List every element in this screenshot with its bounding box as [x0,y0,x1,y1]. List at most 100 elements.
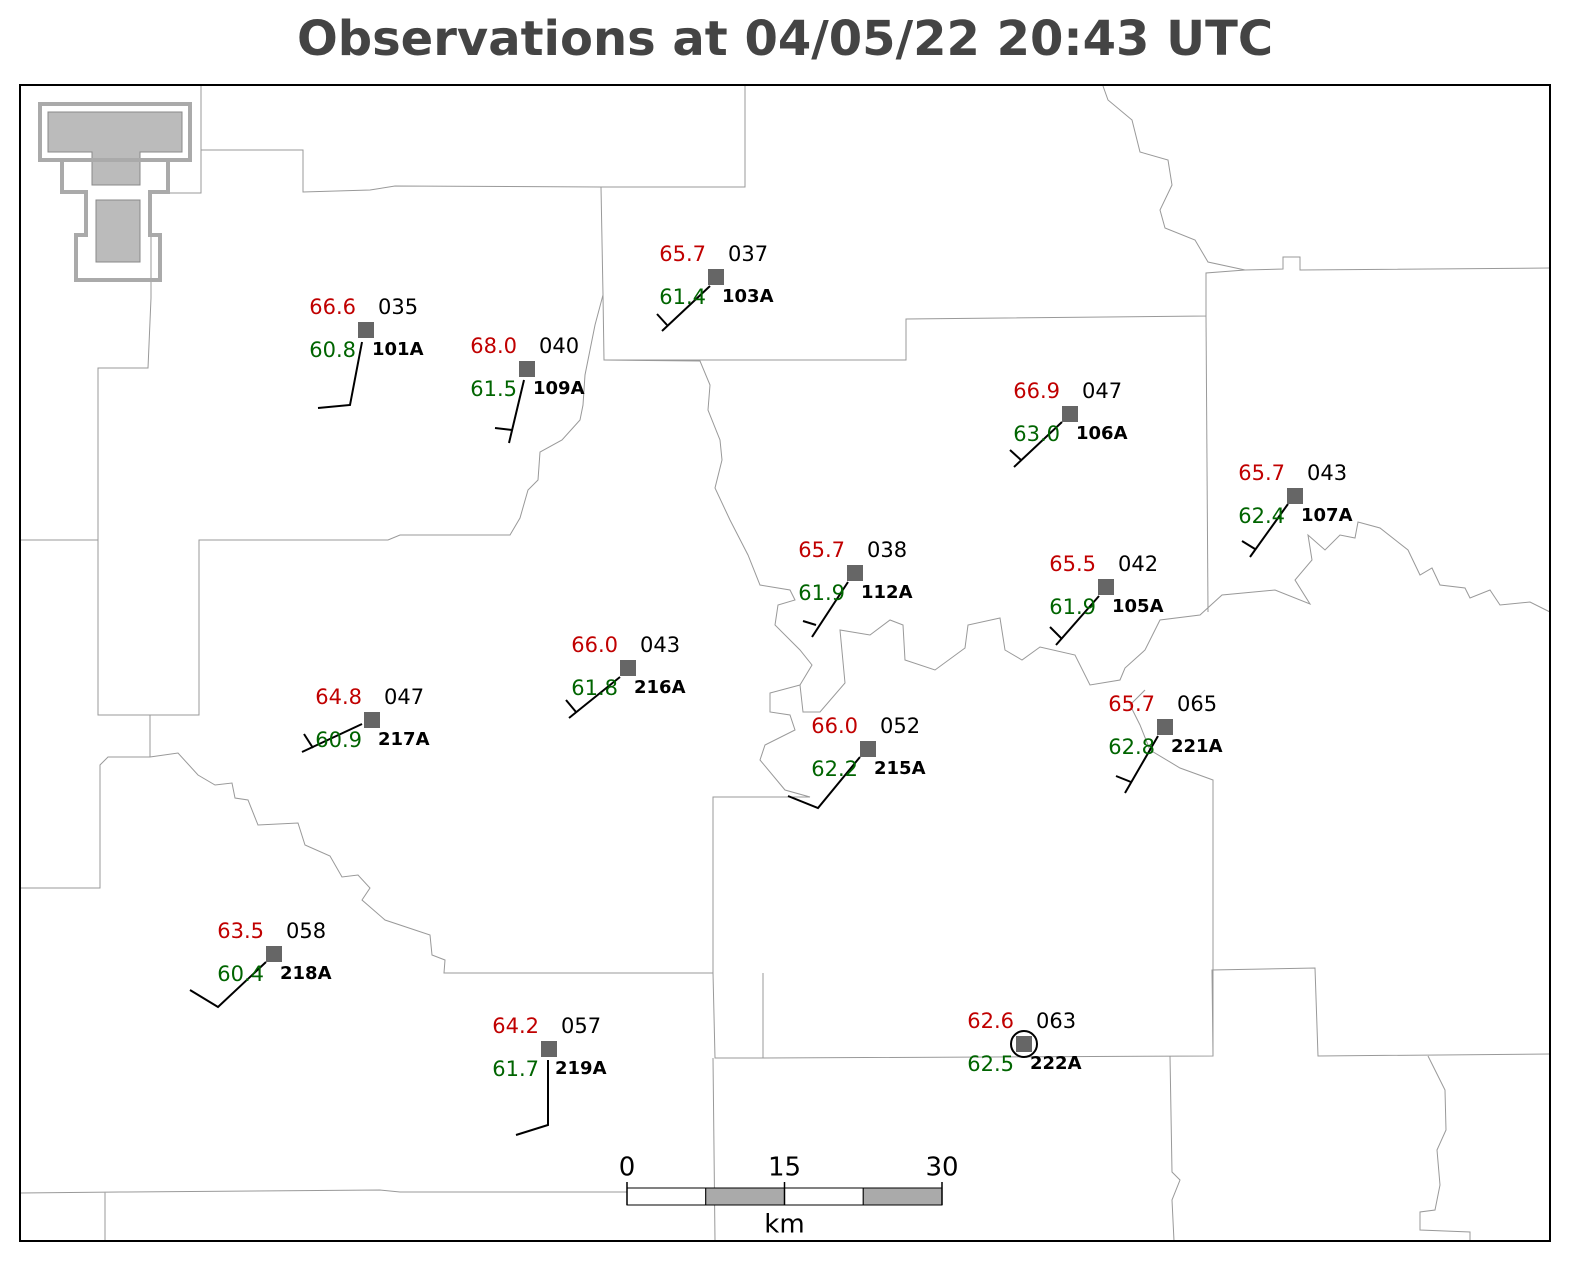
pressure: 043 [1307,461,1347,485]
dewpoint: 61.5 [470,377,517,401]
temperature: 66.0 [811,714,858,738]
station-marker [519,361,535,377]
scale-segment [626,1187,707,1206]
pressure: 042 [1118,552,1158,576]
wind-barb [565,699,577,713]
station-id: 218A [280,963,332,984]
station-id: 221A [1171,736,1223,757]
pressure: 057 [561,1014,601,1038]
temperature: 65.5 [1049,552,1096,576]
wind-barb [1115,775,1132,783]
scale-label: 30 [925,1153,958,1183]
pressure: 043 [640,633,680,657]
station-id: 105A [1112,596,1164,617]
wind-barb [1049,626,1063,640]
pressure: 037 [728,242,768,266]
calm-circle [1010,1030,1038,1058]
dewpoint: 60.8 [309,338,356,362]
station-id: 112A [861,582,913,603]
pressure: 038 [867,538,907,562]
dewpoint: 62.4 [1238,504,1285,528]
station-id: 109A [533,378,585,399]
county-borders [19,85,1551,1242]
temperature: 66.6 [309,295,356,319]
station-id: 101A [372,339,424,360]
temperature: 66.9 [1013,379,1060,403]
dewpoint: 61.7 [492,1057,539,1081]
temperature: 63.5 [217,919,264,943]
temperature: 65.7 [1238,461,1285,485]
station-plots: 66.6 035 60.8 101A 68.0 040 61.5 109A 65.7 037 61.… [189,242,1353,1136]
wind-barb [303,733,314,749]
station-id: 107A [1301,505,1353,526]
scale-label: 0 [619,1153,636,1183]
logo [38,102,192,282]
wind-barb [494,427,513,431]
wind-barb [568,676,621,719]
wind-barb [811,581,849,638]
wind-barb [1124,735,1159,794]
temperature: 68.0 [470,334,517,358]
station-id: 106A [1076,423,1128,444]
station-id: 216A [634,677,686,698]
pressure: 065 [1177,692,1217,716]
dewpoint: 61.9 [1049,595,1096,619]
scale-label: 15 [768,1153,801,1183]
dewpoint: 62.8 [1108,735,1155,759]
temperature: 65.7 [1108,692,1155,716]
dewpoint: 62.5 [967,1052,1014,1076]
scale-segment [705,1187,785,1206]
station-marker [358,322,374,338]
wind-barb [1013,421,1063,468]
station-marker [1098,579,1114,595]
station-id: 217A [378,729,430,750]
dewpoint: 61.8 [571,676,618,700]
station-id: 103A [722,286,774,307]
station-marker [847,565,863,581]
pressure: 052 [880,714,920,738]
title: Observations at 04/05/22 20:43 UTC [297,11,1273,67]
pressure: 040 [539,334,579,358]
station-id: 215A [874,758,926,779]
dewpoint: 61.9 [798,581,845,605]
station-marker [1062,406,1078,422]
temperature: 62.6 [967,1009,1014,1033]
pressure: 035 [378,295,418,319]
pressure: 063 [1036,1009,1076,1033]
station-id: 219A [555,1058,607,1079]
temperature: 64.2 [492,1014,539,1038]
wind-barb [1241,540,1256,550]
wind-barb [656,313,668,326]
station-marker [364,712,380,728]
wind-barb [802,620,817,626]
scale-segment [862,1187,943,1206]
dewpoint: 60.9 [315,728,362,752]
wind-barb [1055,595,1100,646]
dewpoint: 63.0 [1013,422,1060,446]
pressure: 047 [1082,379,1122,403]
temperature: 65.7 [798,538,845,562]
wind-barb [515,1060,549,1136]
station-marker [1157,719,1173,735]
station-marker [266,946,282,962]
wind-barb [508,379,525,444]
station-marker [708,269,724,285]
station-marker [620,660,636,676]
wind-barb [661,285,711,332]
scale-unit: km [764,1210,804,1240]
station-marker [860,741,876,757]
map-frame [19,84,1551,1242]
wind-barb [787,756,861,810]
station-id: 222A [1030,1053,1082,1074]
temperature: 66.0 [571,633,618,657]
station-marker [1287,488,1303,504]
scale-bar: 0 15 30 km [619,1153,959,1240]
scale-segment [784,1187,864,1206]
dewpoint: 60.4 [217,962,264,986]
dewpoint: 61.4 [659,285,706,309]
pressure: 047 [384,685,424,709]
wind-barb [1249,503,1289,558]
station-marker [1016,1036,1032,1052]
wind-barb [317,341,363,409]
